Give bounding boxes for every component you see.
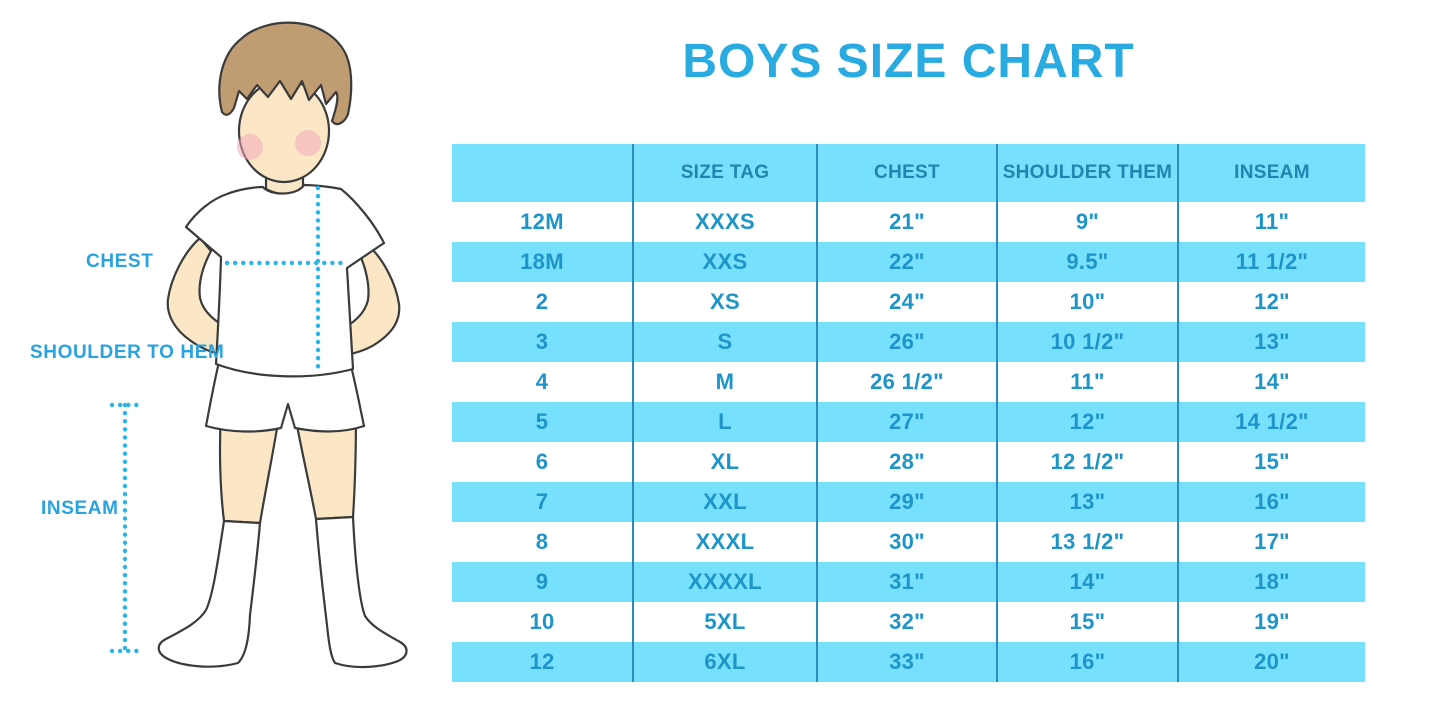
table-cell: 8 bbox=[452, 522, 634, 562]
table-cell: XXS bbox=[633, 242, 818, 282]
table-cell: 3 bbox=[452, 322, 634, 362]
table-cell: 15" bbox=[1178, 442, 1365, 482]
table-cell: 15" bbox=[997, 602, 1179, 642]
boy-right-arm bbox=[335, 244, 401, 357]
table-cell: XXXXL bbox=[633, 562, 818, 602]
table-cell: 12" bbox=[997, 402, 1179, 442]
boy-measurement-illustration bbox=[109, 21, 408, 669]
table-cell: 9.5" bbox=[997, 242, 1179, 282]
table-cell: 11" bbox=[997, 362, 1179, 402]
table-cell: 12 bbox=[452, 642, 634, 682]
table-cell: 16" bbox=[1178, 482, 1365, 522]
table-cell: XL bbox=[633, 442, 818, 482]
boy-shirt bbox=[184, 183, 386, 378]
table-cell: 12" bbox=[1178, 282, 1365, 322]
table-cell: 13" bbox=[1178, 322, 1365, 362]
inseam-label: INSEAM bbox=[41, 498, 119, 519]
size-table-body: 12M XXXS 21" 9" 11" 18M XXS 22" 9.5" 11 1/2" 2 XS 24… bbox=[452, 202, 1365, 682]
table-row: 8 XXXL 30" 13 1/2" 17" bbox=[452, 522, 1365, 562]
page-title: BOYS SIZE CHART bbox=[682, 35, 1135, 88]
table-cell: 4 bbox=[452, 362, 634, 402]
table-cell: 24" bbox=[817, 282, 998, 322]
table-cell: XXXL bbox=[633, 522, 818, 562]
table-cell: L bbox=[633, 402, 818, 442]
boy-left-cheek bbox=[237, 134, 263, 160]
table-cell: 9 bbox=[452, 562, 634, 602]
table-cell: XXL bbox=[633, 482, 818, 522]
table-cell: 22" bbox=[817, 242, 998, 282]
table-cell: 17" bbox=[1178, 522, 1365, 562]
boy-shorts bbox=[204, 360, 366, 433]
table-cell: 21" bbox=[817, 202, 998, 242]
table-cell: 18" bbox=[1178, 562, 1365, 602]
chest-label: CHEST bbox=[86, 251, 154, 272]
table-cell: 14" bbox=[997, 562, 1179, 602]
table-row: 9 XXXXL 31" 14" 18" bbox=[452, 562, 1365, 602]
boy-left-sock bbox=[157, 519, 262, 668]
table-cell: 31" bbox=[817, 562, 998, 602]
table-cell: 16" bbox=[997, 642, 1179, 682]
size-table: SIZE TAG CHEST SHOULDER THEM INSEAM 12M XXXS… bbox=[452, 144, 1365, 682]
boy-hair bbox=[218, 21, 353, 126]
table-row: 5 L 27" 12" 14 1/2" bbox=[452, 402, 1365, 442]
table-cell: 28" bbox=[817, 442, 998, 482]
boy-face bbox=[237, 78, 331, 184]
boy-right-cheek bbox=[295, 130, 321, 156]
column-header bbox=[452, 144, 634, 202]
table-cell: 7 bbox=[452, 482, 634, 522]
table-cell: 32" bbox=[817, 602, 998, 642]
table-cell: XXXS bbox=[633, 202, 818, 242]
table-cell: 14 1/2" bbox=[1178, 402, 1365, 442]
table-row: 6 XL 28" 12 1/2" 15" bbox=[452, 442, 1365, 482]
shoulder-to-hem-label: SHOULDER TO HEM bbox=[30, 342, 225, 363]
table-cell: 13" bbox=[997, 482, 1179, 522]
column-header: SIZE TAG bbox=[633, 144, 818, 202]
table-cell: 10 bbox=[452, 602, 634, 642]
table-cell: 11 1/2" bbox=[1178, 242, 1365, 282]
table-row: 12M XXXS 21" 9" 11" bbox=[452, 202, 1365, 242]
table-cell: 20" bbox=[1178, 642, 1365, 682]
table-cell: 14" bbox=[1178, 362, 1365, 402]
table-cell: S bbox=[633, 322, 818, 362]
table-cell: 30" bbox=[817, 522, 998, 562]
table-cell: 5 bbox=[452, 402, 634, 442]
table-row: 10 5XL 32" 15" 19" bbox=[452, 602, 1365, 642]
table-cell: 12 1/2" bbox=[997, 442, 1179, 482]
table-cell: 29" bbox=[817, 482, 998, 522]
size-table-header-row: SIZE TAG CHEST SHOULDER THEM INSEAM bbox=[452, 144, 1365, 202]
table-cell: 5XL bbox=[633, 602, 818, 642]
table-row: 4 M 26 1/2" 11" 14" bbox=[452, 362, 1365, 402]
column-header: INSEAM bbox=[1178, 144, 1365, 202]
column-header: CHEST bbox=[817, 144, 998, 202]
table-cell: 10" bbox=[997, 282, 1179, 322]
table-row: 2 XS 24" 10" 12" bbox=[452, 282, 1365, 322]
table-row: 7 XXL 29" 13" 16" bbox=[452, 482, 1365, 522]
table-cell: 9" bbox=[997, 202, 1179, 242]
table-cell: 27" bbox=[817, 402, 998, 442]
table-cell: 2 bbox=[452, 282, 634, 322]
table-cell: 26 1/2" bbox=[817, 362, 998, 402]
table-cell: 13 1/2" bbox=[997, 522, 1179, 562]
table-cell: M bbox=[633, 362, 818, 402]
table-cell: 19" bbox=[1178, 602, 1365, 642]
column-header: SHOULDER THEM bbox=[997, 144, 1179, 202]
table-cell: 26" bbox=[817, 322, 998, 362]
table-cell: 6XL bbox=[633, 642, 818, 682]
table-row: 18M XXS 22" 9.5" 11 1/2" bbox=[452, 242, 1365, 282]
boy-right-sock bbox=[314, 515, 408, 669]
table-cell: 18M bbox=[452, 242, 634, 282]
table-cell: 11" bbox=[1178, 202, 1365, 242]
table-cell: XS bbox=[633, 282, 818, 322]
table-row: 12 6XL 33" 16" 20" bbox=[452, 642, 1365, 682]
table-row: 3 S 26" 10 1/2" 13" bbox=[452, 322, 1365, 362]
table-cell: 10 1/2" bbox=[997, 322, 1179, 362]
table-cell: 12M bbox=[452, 202, 634, 242]
table-cell: 33" bbox=[817, 642, 998, 682]
table-cell: 6 bbox=[452, 442, 634, 482]
